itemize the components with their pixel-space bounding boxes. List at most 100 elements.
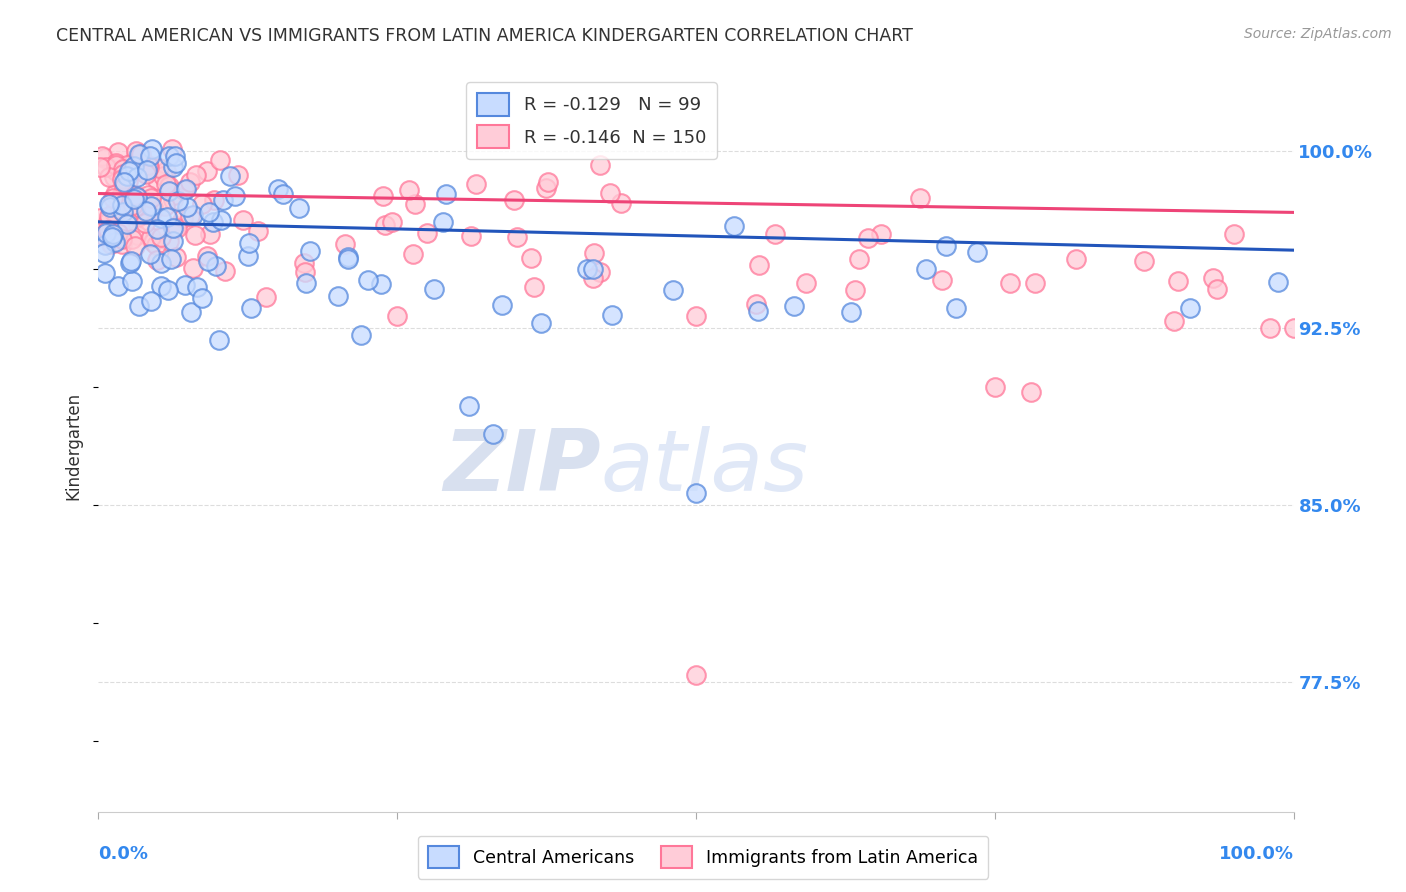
- Point: [117, 215, 139, 229]
- Point: [534, 181, 557, 195]
- Point: [844, 284, 866, 298]
- Point: [101, 229, 124, 244]
- Point: [121, 198, 143, 212]
- Point: [915, 262, 938, 277]
- Point: [589, 158, 612, 172]
- Point: [111, 172, 134, 186]
- Point: [202, 194, 225, 208]
- Point: [1258, 321, 1281, 335]
- Point: [125, 228, 148, 243]
- Point: [186, 280, 208, 294]
- Point: [209, 212, 232, 227]
- Point: [197, 205, 219, 219]
- Point: [155, 177, 177, 191]
- Point: [139, 199, 162, 213]
- Point: [155, 164, 177, 178]
- Point: [98, 200, 121, 214]
- Point: [110, 231, 132, 245]
- Point: [869, 227, 891, 241]
- Point: [224, 189, 246, 203]
- Point: [104, 163, 127, 178]
- Point: [232, 213, 254, 227]
- Point: [205, 259, 228, 273]
- Point: [481, 427, 505, 442]
- Point: [89, 211, 111, 225]
- Point: [162, 235, 184, 249]
- Point: [100, 236, 122, 251]
- Point: [115, 202, 138, 217]
- Point: [142, 200, 165, 214]
- Point: [111, 197, 134, 211]
- Point: [434, 187, 457, 202]
- Point: [103, 205, 125, 219]
- Point: [326, 289, 349, 303]
- Point: [458, 399, 481, 413]
- Point: [93, 246, 115, 260]
- Point: [138, 149, 160, 163]
- Point: [162, 193, 184, 207]
- Point: [416, 227, 439, 241]
- Point: [150, 256, 173, 270]
- Point: [117, 173, 139, 187]
- Point: [935, 239, 957, 253]
- Point: [179, 175, 201, 189]
- Point: [747, 303, 769, 318]
- Point: [165, 156, 187, 170]
- Point: [152, 169, 174, 183]
- Point: [179, 209, 201, 223]
- Legend: R = -0.129   N = 99, R = -0.146  N = 150: R = -0.129 N = 99, R = -0.146 N = 150: [465, 82, 717, 159]
- Point: [138, 246, 160, 260]
- Point: [209, 153, 232, 167]
- Point: [536, 175, 558, 189]
- Point: [139, 293, 162, 308]
- Point: [239, 301, 262, 315]
- Point: [122, 159, 145, 173]
- Point: [97, 214, 120, 228]
- Point: [723, 219, 745, 233]
- Point: [134, 216, 156, 230]
- Point: [125, 144, 148, 158]
- Point: [145, 253, 167, 268]
- Point: [298, 244, 321, 259]
- Point: [1178, 301, 1201, 316]
- Point: [1167, 274, 1189, 288]
- Point: [146, 172, 169, 186]
- Point: [685, 310, 707, 324]
- Point: [404, 197, 426, 211]
- Point: [159, 179, 181, 194]
- Point: [89, 160, 111, 174]
- Point: [402, 247, 425, 261]
- Point: [136, 188, 159, 202]
- Point: [381, 214, 404, 228]
- Point: [127, 190, 149, 204]
- Text: ZIP: ZIP: [443, 426, 600, 509]
- Point: [165, 250, 187, 264]
- Point: [104, 157, 127, 171]
- Point: [267, 182, 290, 196]
- Point: [120, 162, 142, 177]
- Point: [110, 168, 132, 182]
- Point: [111, 205, 134, 219]
- Point: [1133, 253, 1156, 268]
- Point: [111, 232, 134, 246]
- Point: [166, 194, 188, 209]
- Point: [121, 207, 143, 221]
- Point: [662, 283, 685, 297]
- Point: [112, 175, 135, 189]
- Point: [127, 169, 149, 184]
- Point: [460, 229, 482, 244]
- Point: [748, 258, 770, 272]
- Point: [1019, 384, 1042, 399]
- Point: [163, 188, 186, 202]
- Point: [350, 328, 373, 343]
- Point: [159, 252, 181, 266]
- Point: [141, 191, 163, 205]
- Point: [191, 197, 214, 211]
- Point: [794, 277, 817, 291]
- Point: [148, 161, 170, 175]
- Point: [128, 146, 150, 161]
- Point: [104, 226, 127, 240]
- Point: [111, 161, 134, 176]
- Point: [115, 158, 138, 172]
- Point: [195, 164, 218, 178]
